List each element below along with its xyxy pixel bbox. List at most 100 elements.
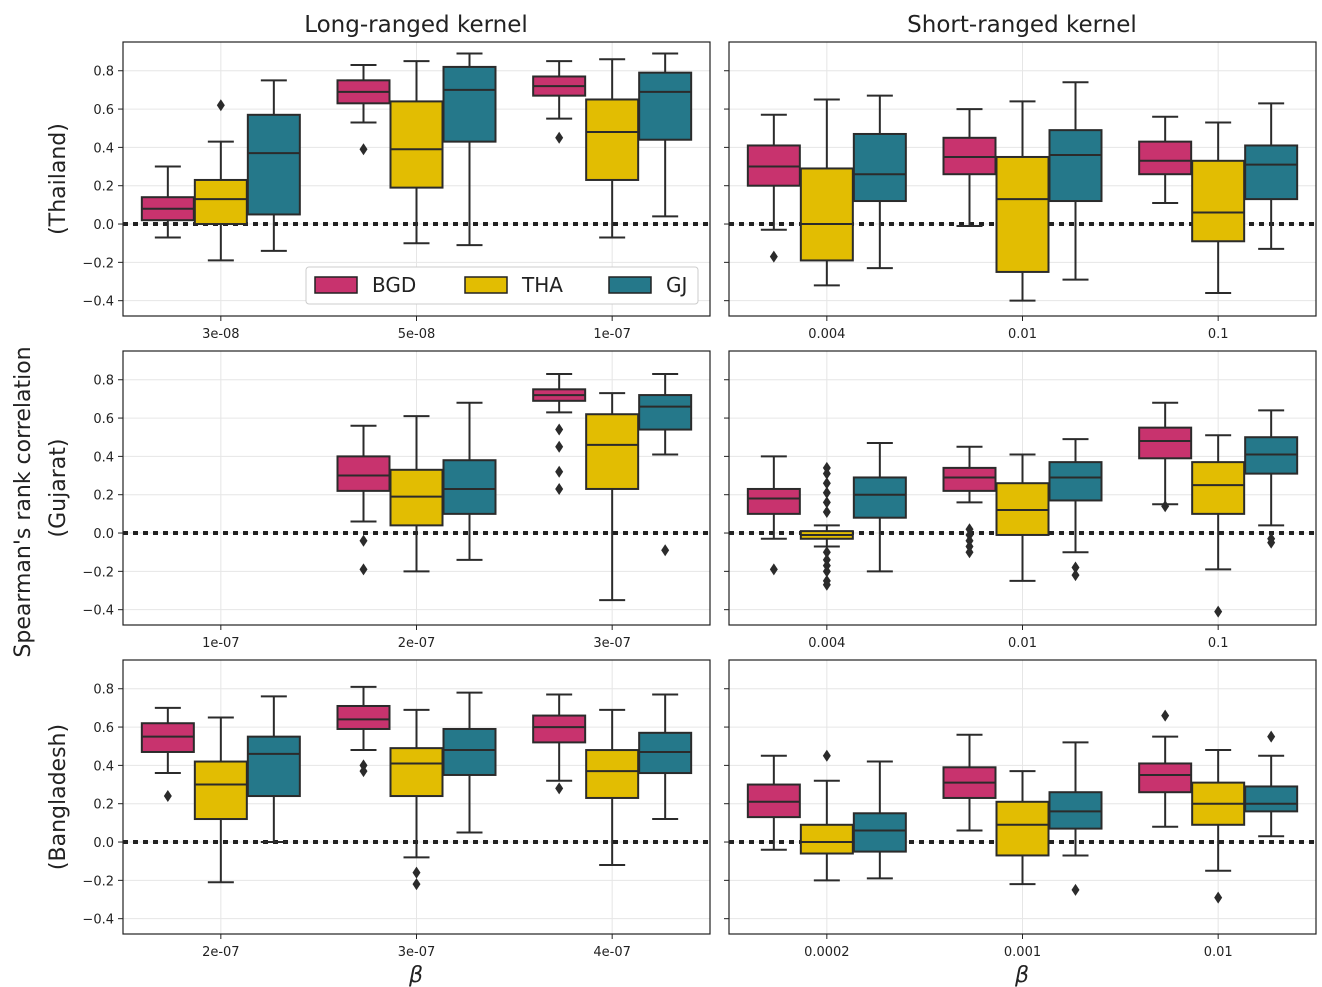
outlier-bgd [1161,709,1170,722]
outlier-bgd [163,790,172,803]
outlier-tha [822,496,831,509]
outlier-bgd [359,534,368,547]
row-label-gujarat: (Gujarat) [46,439,71,538]
outlier-tha [822,486,831,499]
row-label-bangladesh: (Bangladesh) [46,724,71,870]
x-tick-label: 0.0002 [804,945,850,960]
outlier-tha [412,878,421,891]
y-tick-label: −0.4 [82,295,114,310]
box-bgd [1138,140,1193,176]
outlier-tha [822,505,831,518]
box-bgd [336,455,391,492]
outlier-bgd [769,563,778,576]
x-tick-label: 3e-07 [593,636,631,651]
legend-label-gj: GJ [666,273,687,297]
box-tha [1191,159,1246,243]
box-bgd [746,487,801,515]
y-tick-label: −0.2 [82,565,114,580]
outlier-bgd [555,131,564,144]
x-tick-label: 5e-08 [398,327,436,342]
outlier-gj [1267,730,1276,743]
outlier-tha [412,866,421,879]
x-tick-label: 2e-07 [202,945,240,960]
outlier-tha [822,578,831,591]
x-axis-label-right: β [1014,963,1029,987]
x-tick-label: 0.1 [1208,636,1229,651]
y-tick-label: −0.4 [82,604,114,619]
panel: −0.4 −0.2 0.0 0.2 0.4 0.6 0.8 2e-07 3e-07 4e-07 [82,659,711,960]
x-tick-label: 0.01 [1204,945,1233,960]
box-gj [638,71,693,141]
x-tick-label: 0.001 [1004,945,1041,960]
outlier-tha [1214,605,1223,618]
outlier-bgd [1161,500,1170,513]
y-tick-label: 0.0 [93,218,114,233]
x-tick-label: 2e-07 [398,636,436,651]
column-title-long-ranged: Long-ranged kernel [304,12,528,38]
box-tha [585,98,640,181]
outlier-tha [822,477,831,490]
box-tha [995,155,1050,273]
box-tha [389,747,444,798]
box-tha [995,800,1050,857]
y-tick-label: −0.4 [82,913,114,928]
outlier-tha [822,749,831,762]
outlier-bgd [555,423,564,436]
box-bgd [532,714,587,744]
x-tick-label: 4e-07 [593,945,631,960]
outlier-tha [822,467,831,480]
outlier-gj [661,544,670,557]
box-bgd [1138,762,1193,794]
box-gj [442,727,497,776]
box-gj [638,394,693,431]
box-tha [799,167,854,262]
outlier-bgd [555,465,564,478]
x-tick-label: 0.1 [1208,327,1229,342]
box-bgd [336,704,391,730]
box-gj [852,812,907,853]
outlier-bgd [359,563,368,576]
box-gj [442,459,497,515]
outlier-gj [1071,883,1080,896]
x-tick-label: 3e-07 [398,945,436,960]
box-gj [1048,129,1103,203]
box-tha [585,749,640,799]
y-tick-label: 0.2 [93,180,114,195]
outlier-bgd [555,440,564,453]
outlier-bgd [965,546,974,559]
panels: −0.4 −0.2 0.0 0.2 0.4 0.6 0.8 3e-08 5e-08 1e-07 0.… [82,41,1317,960]
outlier-tha [822,546,831,559]
y-tick-label: 0.2 [93,489,114,504]
outlier-gj [1071,561,1080,574]
y-tick-label: 0.4 [93,450,114,465]
outlier-gj [1071,569,1080,582]
shared-y-axis-label: Spearman's rank correlation [11,346,36,657]
y-tick-label: 0.6 [93,103,114,118]
x-tick-label: 0.01 [1008,636,1037,651]
panel: −0.4 −0.2 0.0 0.2 0.4 0.6 0.8 1e-07 2e-07 3e-07 [82,350,711,651]
y-tick-label: 0.8 [93,65,114,80]
box-gj [246,113,301,216]
row-label-thailand: (Thailand) [46,123,71,235]
box-tha [1191,461,1246,515]
x-tick-label: 1e-07 [593,327,631,342]
box-tha [193,760,248,821]
legend-label-tha: THA [521,273,563,297]
legend-label-bgd: BGD [372,273,416,297]
box-gj [1048,461,1103,502]
box-tha [389,100,444,189]
outlier-tha [822,565,831,578]
x-tick-label: 0.004 [808,327,845,342]
box-tha [799,823,854,855]
y-tick-label: 0.6 [93,412,114,427]
panel: 0.004 0.01 0.1 [724,41,1317,342]
outlier-bgd [769,250,778,263]
outlier-tha [1214,891,1223,904]
box-bgd [1138,426,1193,460]
outlier-bgd [555,782,564,795]
x-tick-label: 0.01 [1008,327,1037,342]
y-tick-label: 0.0 [93,527,114,542]
y-tick-label: 0.6 [93,721,114,736]
